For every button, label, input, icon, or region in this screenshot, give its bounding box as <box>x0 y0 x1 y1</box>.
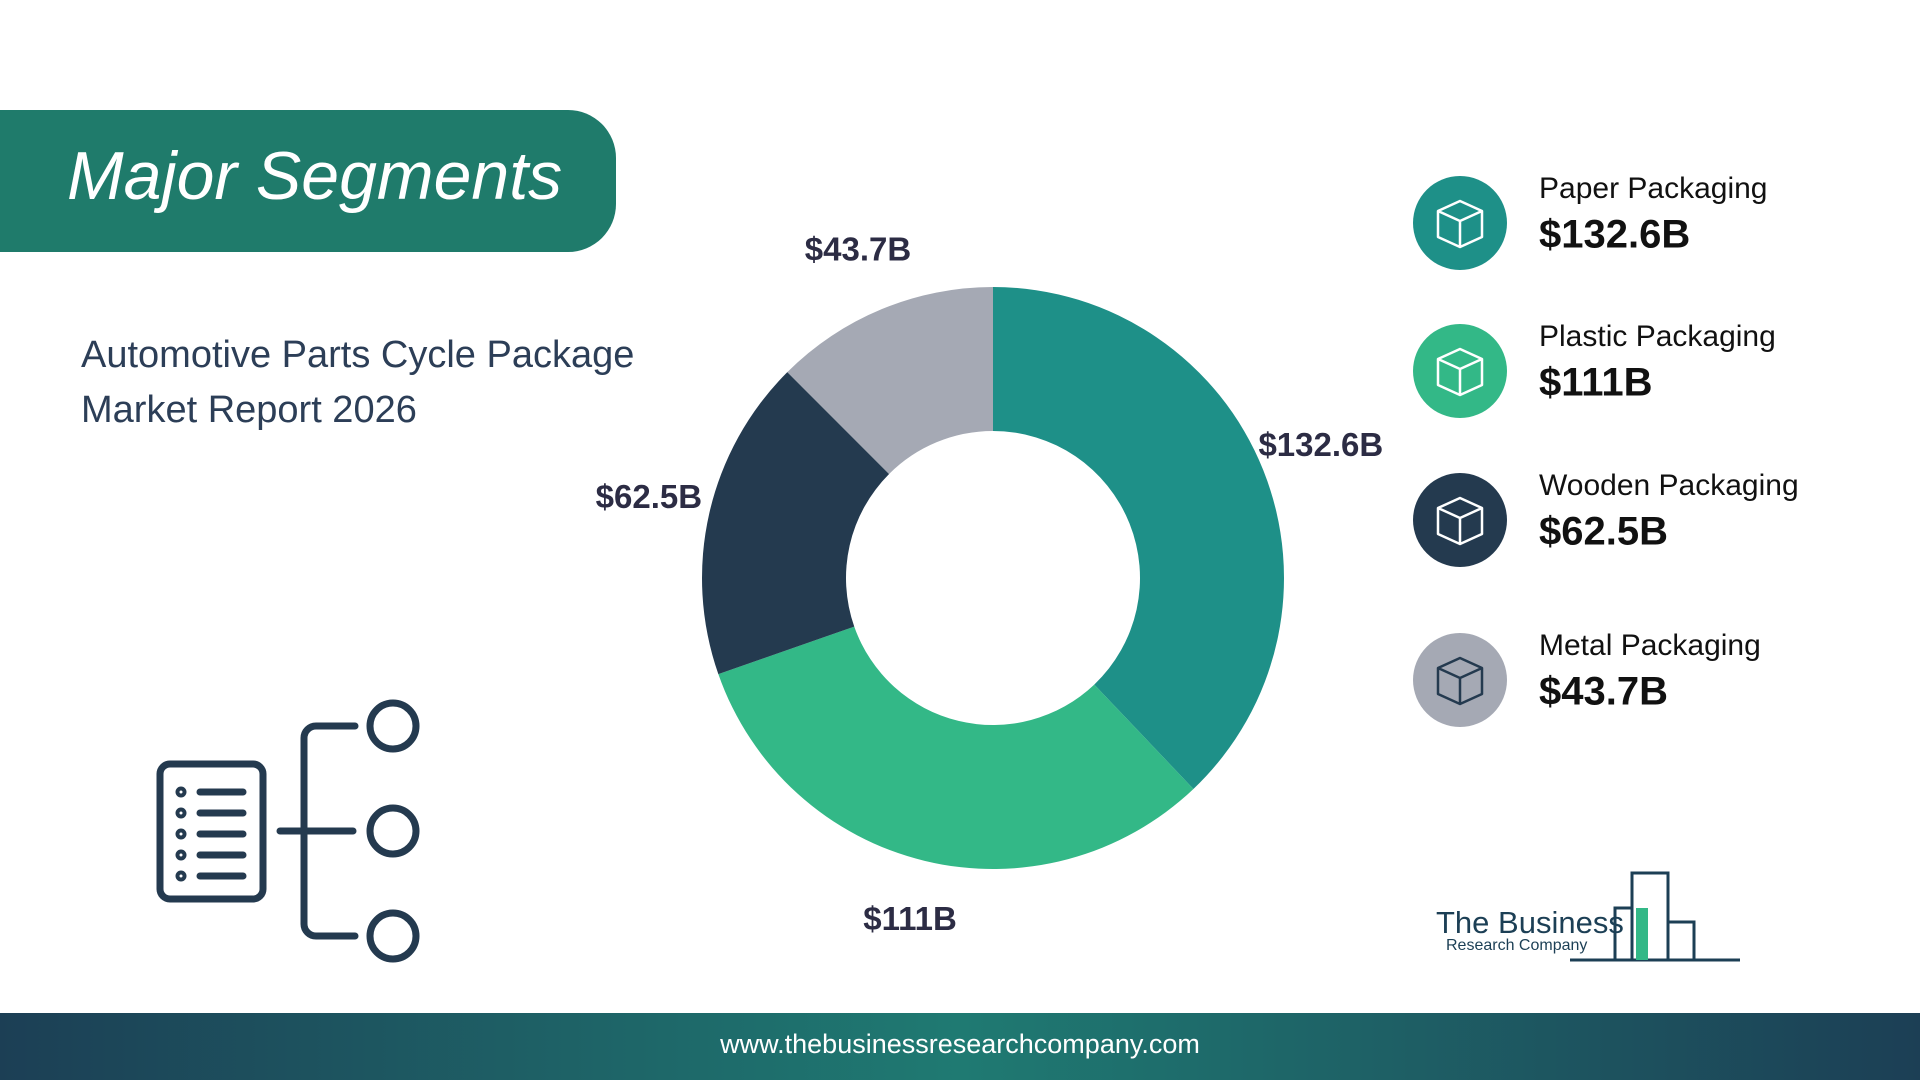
legend-name: Paper Packaging <box>1539 172 1768 205</box>
box-glyph <box>1436 199 1484 249</box>
legend-icon <box>1436 199 1484 249</box>
footer-bar <box>0 1013 1920 1080</box>
legend-name: Wooden Packaging <box>1539 469 1799 502</box>
subtitle-line: Automotive Parts Cycle Package <box>81 334 634 376</box>
slice-label: $43.7B <box>805 231 911 268</box>
legend-icon <box>1436 656 1484 706</box>
donut-slice <box>718 626 1194 869</box>
logo-text: Research Company <box>1446 937 1587 954</box>
slice-label: $62.5B <box>596 478 702 515</box>
box-glyph <box>1436 496 1484 546</box>
logo-text: The Business <box>1436 905 1624 940</box>
footer-url: www.thebusinessresearchcompany.com <box>719 1029 1200 1059</box>
legend-value: $62.5B <box>1539 510 1668 554</box>
legend-name: Metal Packaging <box>1539 629 1761 662</box>
slice-label: $132.6B <box>1258 426 1383 463</box>
subtitle-line: Market Report 2026 <box>81 389 417 431</box>
legend-icon <box>1436 496 1484 546</box>
chart-title: Major Segments <box>67 138 562 214</box>
legend-value: $43.7B <box>1539 670 1668 714</box>
donut-slice <box>787 287 993 475</box>
legend-icon <box>1436 347 1484 397</box>
donut-slice <box>993 287 1284 789</box>
hierarchy-icon <box>156 699 420 963</box>
slice-label: $111B <box>863 900 957 937</box>
legend-value: $111B <box>1539 361 1652 405</box>
box-glyph <box>1436 656 1484 706</box>
logo: The Business Research Company <box>1436 871 1740 962</box>
box-glyph <box>1436 347 1484 397</box>
legend-value: $132.6B <box>1539 213 1690 257</box>
donut-slice <box>702 372 890 675</box>
title-banner <box>0 110 616 252</box>
legend-name: Plastic Packaging <box>1539 320 1776 353</box>
